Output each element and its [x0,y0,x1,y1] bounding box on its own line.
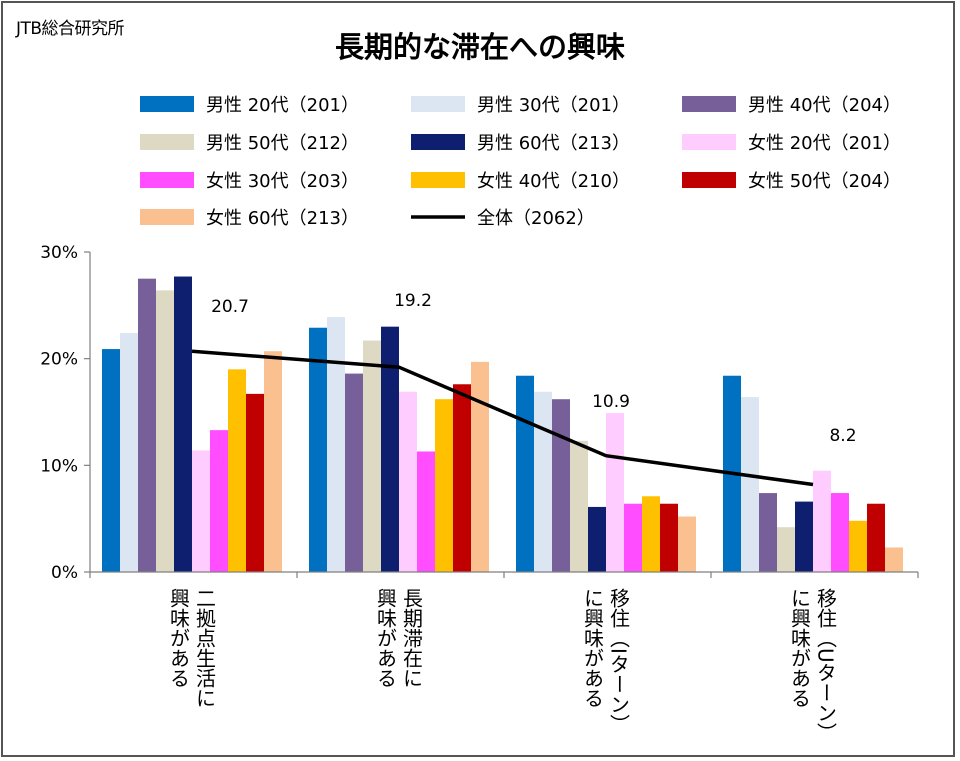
legend-label: 女性 20代（201） [748,133,901,154]
legend-label: 男性 50代（212） [206,133,359,154]
bar [831,493,849,572]
legend-swatch [682,96,736,112]
bar [759,493,777,572]
legend-label: 男性 30代（201） [477,95,630,116]
legend-label: 女性 30代（203） [206,171,359,192]
bar [678,516,696,572]
legend-label: 女性 60代（213） [206,208,359,229]
bar [327,317,345,572]
y-tick-label: 30% [40,243,78,263]
bar [849,520,867,572]
legend-swatch [140,134,194,150]
bar [102,349,120,572]
bar [120,333,138,572]
bar [552,399,570,572]
category-label: 興味がある [374,588,398,688]
bar [210,430,228,572]
y-tick-label: 10% [40,456,78,476]
bar [606,413,624,572]
legend-swatch [140,172,194,188]
legend-label: 全体（2062） [477,208,595,229]
category-label: 移住（Uターン） [814,588,838,743]
data-label: 20.7 [211,297,249,317]
legend-label: 男性 60代（213） [477,133,630,154]
bar [264,351,282,572]
bar [867,503,885,572]
bar [534,391,552,572]
legend-swatch [411,134,465,150]
y-tick-label: 20% [40,350,78,370]
category-label: に興味がある [788,588,812,708]
legend-swatch [682,134,736,150]
legend-swatch [140,209,194,225]
bar [642,496,660,572]
legend-swatch [140,96,194,112]
chart-title: 長期的な滞在への興味 [334,30,625,64]
legend-swatch [411,96,465,112]
bar [156,290,174,572]
bar [741,397,759,572]
category-label: 移住（Iターン） [607,588,631,734]
bar [345,373,363,572]
category-label: 長期滞在に [400,588,424,688]
bar [813,470,831,572]
bar [453,384,471,572]
bar [192,450,210,572]
y-tick-label: 0% [51,563,78,583]
bar [588,506,606,572]
data-label: 8.2 [829,426,856,446]
category-label: に興味がある [581,588,605,708]
source-label: JTB総合研究所 [16,19,125,39]
legend-swatch [411,172,465,188]
bar [435,399,453,572]
category-label: 興味がある [167,588,191,688]
bar [795,501,813,572]
data-label: 10.9 [592,392,630,412]
bar [624,503,642,572]
bar [138,278,156,572]
bar [885,547,903,572]
bar [570,440,588,572]
legend-label: 女性 50代（204） [748,171,901,192]
bar [399,391,417,572]
legend-label: 女性 40代（210） [477,171,630,192]
bar [660,503,678,572]
legend-label: 男性 40代（204） [748,95,901,116]
series-line-overall [191,349,814,487]
bar [471,361,489,572]
data-label: 19.2 [394,291,432,311]
bar [174,276,192,572]
bar [417,451,435,572]
bar [777,527,795,572]
legend-swatch [682,172,736,188]
bar [246,393,264,572]
legend-label: 男性 20代（201） [206,95,359,116]
bar [516,375,534,572]
category-label: 二拠点生活に [193,588,217,708]
bar [228,369,246,572]
bar [309,327,327,572]
bar [381,326,399,572]
bar [363,340,381,572]
